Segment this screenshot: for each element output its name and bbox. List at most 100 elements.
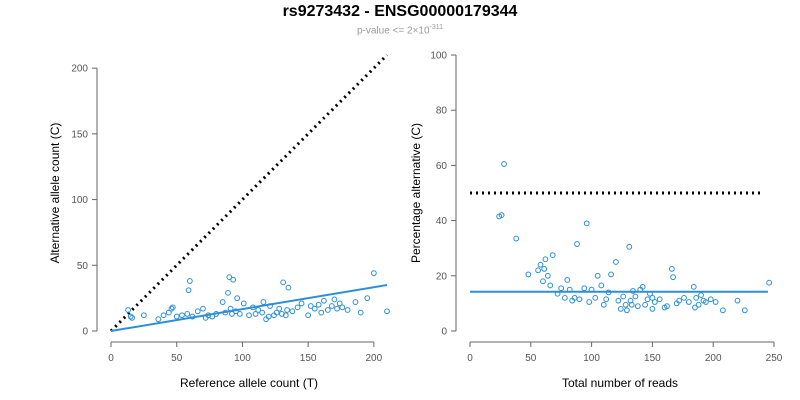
- x-tick-label: 150: [300, 353, 317, 364]
- data-point: [592, 294, 599, 301]
- x-tick-label: 100: [234, 353, 251, 364]
- data-point: [544, 272, 551, 279]
- data-point: [259, 309, 266, 316]
- data-point: [364, 295, 371, 302]
- x-tick-label: 200: [366, 353, 383, 364]
- chart-subtitle: p-value <= 2×10-311: [0, 24, 800, 36]
- data-point: [622, 301, 629, 308]
- data-point: [576, 296, 583, 303]
- chart-title: rs9273432 - ENSG00000179344: [282, 3, 518, 20]
- p-value-base: 10: [418, 25, 430, 37]
- data-point: [613, 259, 619, 265]
- data-point: [234, 295, 241, 302]
- data-point: [307, 303, 314, 309]
- data-point: [280, 279, 287, 286]
- y-axis-label: Percentage alternative (C): [409, 123, 423, 263]
- data-point: [352, 299, 359, 305]
- y-tick-label: 40: [436, 216, 448, 227]
- data-point: [273, 309, 280, 316]
- data-point: [185, 287, 192, 294]
- data-point: [155, 316, 162, 323]
- data-point: [681, 294, 687, 301]
- x-tick-label: 150: [644, 353, 661, 364]
- data-point: [240, 300, 247, 307]
- data-point: [331, 296, 338, 303]
- x-tick-label: 200: [705, 353, 722, 364]
- y-tick-label: 150: [71, 129, 88, 140]
- data-point: [600, 301, 607, 308]
- data-point: [703, 299, 709, 305]
- data-point: [649, 306, 656, 312]
- data-point: [547, 282, 554, 289]
- data-point: [692, 304, 698, 311]
- data-point: [656, 296, 663, 303]
- data-point: [581, 285, 588, 292]
- data-point: [693, 294, 700, 301]
- data-point: [370, 270, 377, 277]
- data-point: [289, 308, 296, 315]
- data-point: [305, 312, 312, 319]
- data-point: [285, 284, 292, 291]
- y-axis-label: Alternative allele count (C): [48, 123, 62, 264]
- data-point: [226, 274, 233, 281]
- data-point: [542, 256, 549, 263]
- data-point: [168, 305, 175, 312]
- data-point: [513, 235, 520, 242]
- data-point: [260, 299, 267, 305]
- data-point: [620, 293, 627, 300]
- data-point: [535, 267, 541, 274]
- data-point: [357, 309, 364, 316]
- data-point: [685, 299, 692, 305]
- x-tick-label: 50: [171, 353, 183, 364]
- data-point: [564, 277, 571, 283]
- data-point: [603, 296, 610, 303]
- data-point: [707, 296, 714, 303]
- data-point: [294, 304, 301, 311]
- y-tick-label: 200: [71, 64, 88, 75]
- data-point: [766, 279, 773, 286]
- data-point: [598, 282, 605, 289]
- x-axis-label: Total number of reads: [562, 376, 678, 390]
- y-tick-label: 50: [77, 261, 89, 272]
- data-point: [525, 271, 532, 278]
- data-point: [594, 272, 601, 279]
- data-point: [586, 299, 593, 305]
- data-point: [741, 307, 748, 314]
- data-point: [628, 301, 635, 308]
- data-point: [246, 312, 252, 319]
- data-point: [617, 306, 624, 312]
- y-tick-label: 0: [441, 327, 447, 338]
- data-point: [623, 307, 630, 314]
- data-point: [615, 297, 622, 304]
- data-point: [632, 293, 639, 300]
- data-point: [334, 305, 340, 312]
- data-point: [200, 305, 206, 312]
- data-point: [127, 313, 134, 320]
- data-point: [169, 304, 176, 311]
- data-point: [173, 313, 180, 320]
- x-tick-label: 0: [108, 353, 114, 364]
- data-point: [626, 243, 633, 250]
- data-point: [165, 309, 172, 316]
- data-point: [698, 292, 704, 299]
- data-point: [298, 300, 305, 307]
- y-tick-label: 80: [436, 106, 448, 117]
- data-point: [160, 312, 167, 319]
- data-point: [574, 241, 580, 247]
- x-tick-label: 50: [525, 353, 537, 364]
- left-scatter-panel: 0 50 100 150 200 0 50 100 150 200 Reference allele…: [48, 53, 390, 390]
- data-point: [384, 308, 390, 315]
- data-point: [720, 307, 726, 314]
- data-point: [125, 307, 131, 313]
- data-point: [255, 307, 262, 313]
- data-point: [670, 274, 676, 281]
- data-point: [540, 278, 546, 285]
- data-point: [651, 299, 658, 305]
- data-point: [561, 294, 568, 301]
- data-point: [140, 312, 147, 319]
- data-point: [225, 289, 231, 296]
- data-point: [284, 307, 291, 313]
- data-point: [318, 309, 325, 316]
- data-point: [321, 297, 327, 304]
- data-point: [541, 266, 548, 272]
